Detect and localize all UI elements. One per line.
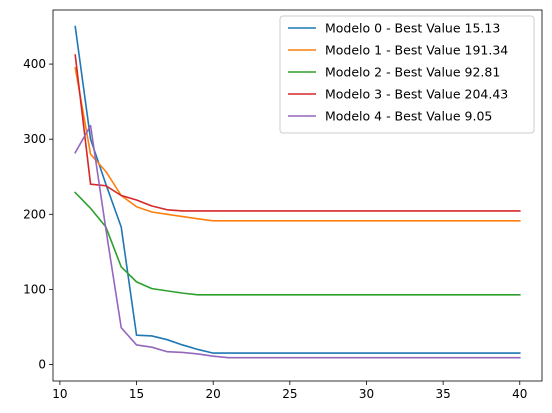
series-line-4 (74, 124, 521, 359)
legend-label-0: Modelo 0 - Best Value 15.13 (325, 21, 500, 36)
x-tick-label-4: 30 (359, 387, 374, 401)
legend: Modelo 0 - Best Value 15.13 Modelo 1 - Be… (279, 15, 535, 134)
y-tick-label-2: 200 (23, 207, 46, 221)
y-tick-label-0: 0 (38, 357, 46, 371)
x-axis: 10 15 20 25 30 35 40 (52, 381, 527, 401)
legend-label-1: Modelo 1 - Best Value 191.34 (325, 43, 508, 58)
y-axis: 0 100 200 300 400 (23, 57, 53, 371)
legend-box (279, 15, 535, 134)
x-tick-label-3: 25 (282, 387, 297, 401)
plot-frame (52, 9, 543, 382)
x-tick-label-0: 10 (52, 387, 67, 401)
series-line-1 (74, 66, 521, 222)
x-tick-label-6: 40 (512, 387, 527, 401)
x-tick-label-1: 15 (129, 387, 144, 401)
y-tick-label-3: 300 (23, 132, 46, 146)
x-tick-label-2: 20 (206, 387, 221, 401)
series-line-2 (74, 191, 521, 296)
legend-label-2: Modelo 2 - Best Value 92.81 (325, 65, 500, 80)
series-line-3 (74, 54, 521, 212)
x-tick-label-5: 35 (435, 387, 450, 401)
series-line-0 (74, 25, 521, 354)
y-tick-label-4: 400 (23, 57, 46, 71)
y-tick-label-1: 100 (23, 282, 46, 296)
legend-label-4: Modelo 4 - Best Value 9.05 (325, 109, 492, 124)
legend-label-3: Modelo 3 - Best Value 204.43 (325, 87, 508, 102)
series-layer (74, 25, 521, 359)
